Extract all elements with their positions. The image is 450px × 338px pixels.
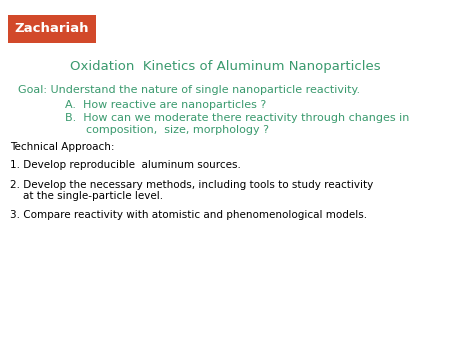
Text: B.  How can we moderate there reactivity through changes in: B. How can we moderate there reactivity … xyxy=(65,113,410,123)
Text: A.  How reactive are nanoparticles ?: A. How reactive are nanoparticles ? xyxy=(65,100,266,110)
Text: Technical Approach:: Technical Approach: xyxy=(10,142,114,152)
Text: Oxidation  Kinetics of Aluminum Nanoparticles: Oxidation Kinetics of Aluminum Nanoparti… xyxy=(70,60,380,73)
Text: 3. Compare reactivity with atomistic and phenomenological models.: 3. Compare reactivity with atomistic and… xyxy=(10,210,367,220)
Text: Zachariah: Zachariah xyxy=(15,23,89,35)
FancyBboxPatch shape xyxy=(8,15,96,43)
Text: 2. Develop the necessary methods, including tools to study reactivity: 2. Develop the necessary methods, includ… xyxy=(10,180,373,190)
Text: Goal: Understand the nature of single nanoparticle reactivity.: Goal: Understand the nature of single na… xyxy=(18,85,360,95)
Text: at the single-particle level.: at the single-particle level. xyxy=(10,191,163,201)
Text: composition,  size, morphology ?: composition, size, morphology ? xyxy=(65,125,269,135)
Text: 1. Develop reproducible  aluminum sources.: 1. Develop reproducible aluminum sources… xyxy=(10,160,241,170)
